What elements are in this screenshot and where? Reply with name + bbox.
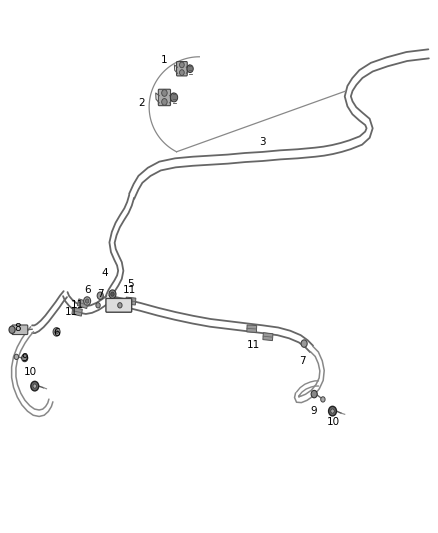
Circle shape	[97, 292, 103, 300]
Circle shape	[311, 390, 317, 398]
Polygon shape	[72, 307, 82, 316]
Circle shape	[162, 99, 167, 105]
Circle shape	[9, 326, 15, 334]
Text: 8: 8	[14, 322, 21, 333]
Polygon shape	[247, 325, 257, 333]
Text: 1: 1	[161, 55, 168, 65]
FancyBboxPatch shape	[158, 89, 170, 106]
Circle shape	[109, 290, 116, 298]
Text: 2: 2	[138, 98, 145, 108]
Polygon shape	[263, 333, 273, 341]
Text: 11: 11	[65, 306, 78, 317]
Text: 6: 6	[53, 328, 60, 338]
Text: 10: 10	[24, 367, 37, 377]
Text: 11: 11	[71, 300, 84, 310]
Text: 4: 4	[101, 268, 108, 278]
Circle shape	[31, 381, 39, 391]
Text: 10: 10	[327, 417, 340, 427]
FancyBboxPatch shape	[106, 298, 132, 312]
Circle shape	[328, 406, 336, 416]
Circle shape	[14, 354, 18, 360]
Text: 7: 7	[97, 289, 103, 299]
Circle shape	[170, 93, 178, 102]
Circle shape	[162, 90, 167, 96]
Text: 9: 9	[21, 353, 28, 363]
Circle shape	[118, 303, 122, 308]
Text: 11: 11	[123, 286, 136, 295]
Circle shape	[33, 384, 36, 388]
Circle shape	[180, 70, 184, 76]
Circle shape	[84, 297, 91, 305]
Text: 11: 11	[247, 340, 260, 350]
Circle shape	[21, 354, 28, 362]
Circle shape	[301, 340, 307, 348]
FancyBboxPatch shape	[12, 325, 28, 335]
Text: 9: 9	[311, 406, 318, 416]
Circle shape	[53, 328, 60, 336]
Text: 7: 7	[299, 356, 305, 366]
Circle shape	[180, 62, 184, 68]
Circle shape	[55, 330, 58, 334]
Text: 3: 3	[259, 136, 266, 147]
Circle shape	[85, 299, 89, 303]
Circle shape	[96, 303, 100, 308]
Circle shape	[331, 409, 334, 413]
Polygon shape	[126, 297, 136, 305]
Polygon shape	[78, 299, 88, 309]
Circle shape	[187, 65, 193, 72]
Circle shape	[111, 292, 114, 296]
Text: 5: 5	[127, 279, 134, 288]
Text: 6: 6	[84, 286, 91, 295]
FancyBboxPatch shape	[177, 61, 187, 76]
Circle shape	[321, 397, 325, 402]
